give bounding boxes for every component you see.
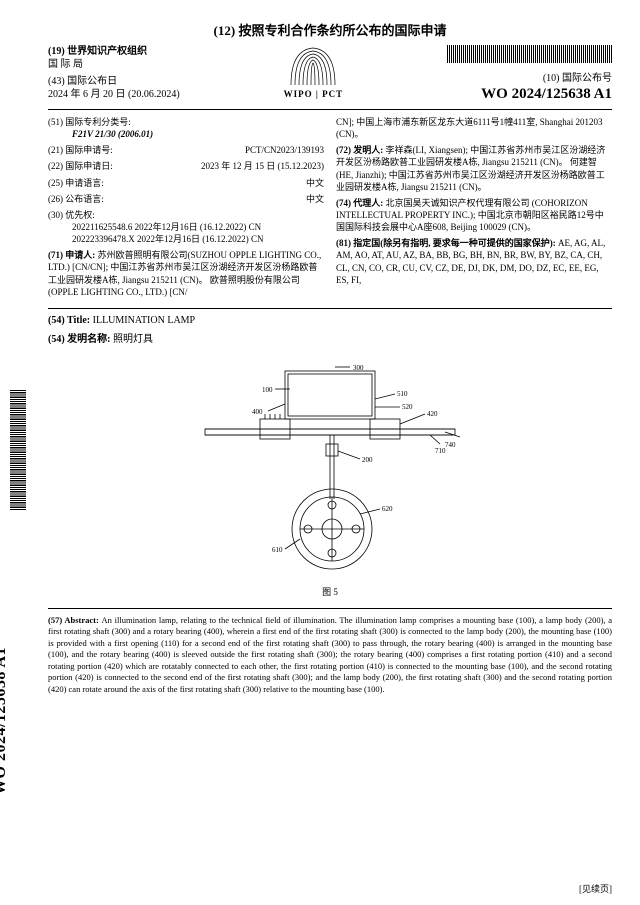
priority-2: 202223396478.X 2022年12月16日 (16.12.2022) … [48, 234, 264, 244]
ipc-label: (51) 国际专利分类号: [48, 117, 131, 127]
bureau-name: 国 际 局 [48, 58, 180, 71]
biblio-columns: (51) 国际专利分类号: F21V 21/30 (2006.01) (21) … [48, 116, 612, 302]
side-barcode-icon [10, 390, 26, 510]
inventor-field: (72) 发明人: 李祥森(LI, Xiangsen); 中国江苏省苏州市吴江区… [336, 144, 612, 193]
svg-text:300: 300 [353, 364, 364, 372]
app-num-label: (21) 国际申请号: [48, 144, 113, 156]
app-num-field: (21) 国际申请号: PCT/CN2023/139193 [48, 144, 324, 156]
doc-kind-title: (12) 按照专利合作条约所公布的国际申请 [48, 20, 612, 39]
header-left: (19) 世界知识产权组织 国 际 局 (43) 国际公布日 2024 年 6 … [48, 45, 180, 101]
pub-num-label: (10) 国际公布号 [447, 69, 612, 84]
pub-num: WO 2024/125638 A1 [447, 86, 612, 103]
svg-text:740: 740 [445, 441, 456, 449]
svg-text:710: 710 [435, 447, 446, 455]
wipo-pct-label: WIPO | PCT [284, 89, 343, 99]
barcode-icon [447, 45, 612, 63]
agent-field: (74) 代理人: 北京国昊天诚知识产权代理有限公司 (COHORIZON IN… [336, 197, 612, 233]
wipo-logo-icon [288, 45, 338, 87]
priority-1: 202211625548.6 2022年12月16日 (16.12.2022) … [48, 222, 261, 232]
svg-text:620: 620 [382, 505, 393, 513]
states-field: (81) 指定国(除另有指明, 要求每一种可提供的国家保护): AE, AG, … [336, 237, 612, 286]
title-cn: (54) 发明名称: 照明灯具 [48, 330, 612, 345]
lang-file-label: (25) 申请语言: [48, 177, 104, 189]
title-cn-label: (54) 发明名称: [48, 334, 113, 345]
header-row: (19) 世界知识产权组织 国 际 局 (43) 国际公布日 2024 年 6 … [48, 45, 612, 103]
applicant-label: (71) 申请人: [48, 250, 98, 260]
divider [48, 608, 612, 609]
pub-date-label: (43) 国际公布日 [48, 75, 180, 88]
org-name: (19) 世界知识产权组织 [48, 45, 180, 58]
svg-text:510: 510 [397, 390, 408, 398]
lang-pub-label: (26) 公布语言: [48, 193, 104, 205]
ipc-field: (51) 国际专利分类号: F21V 21/30 (2006.01) [48, 116, 324, 140]
priority-label: (30) 优先权: [48, 210, 95, 220]
header-right: (10) 国际公布号 WO 2024/125638 A1 [447, 45, 612, 103]
applicant-cont: CN]; 中国上海市浦东新区龙东大道6111号1幢411室, Shanghai … [336, 116, 612, 140]
agent-label: (74) 代理人: [336, 198, 386, 208]
ipc-value: F21V 21/30 (2006.01) [48, 129, 153, 139]
title-cn-text: 照明灯具 [113, 334, 153, 345]
lang-pub-field: (26) 公布语言: 中文 [48, 193, 324, 205]
svg-text:420: 420 [427, 410, 438, 418]
applicant-field: (71) 申请人: 苏州欧普照明有限公司(SUZHOU OPPLE LIGHTI… [48, 249, 324, 298]
left-column: (51) 国际专利分类号: F21V 21/30 (2006.01) (21) … [48, 116, 324, 302]
states-label: (81) 指定国(除另有指明, 要求每一种可提供的国家保护): [336, 238, 558, 248]
app-date-field: (22) 国际申请日: 2023 年 12 月 15 日 (15.12.2023… [48, 160, 324, 172]
side-pub-num: WO 2024/125638 A1 [0, 647, 10, 795]
figure-caption: 图 5 [48, 585, 612, 598]
figure: 300 100 400 510 520 420 740 710 200 620 … [48, 359, 612, 598]
priority-field: (30) 优先权: 202211625548.6 2022年12月16日 (16… [48, 209, 324, 245]
pub-date: 2024 年 6 月 20 日 (20.06.2024) [48, 88, 180, 101]
abstract: (57) Abstract: An illumination lamp, rel… [48, 615, 612, 695]
continued-label: [见续页] [579, 882, 612, 895]
svg-text:610: 610 [272, 546, 283, 554]
lang-pub-value: 中文 [306, 193, 324, 205]
abstract-text: An illumination lamp, relating to the te… [48, 615, 612, 694]
svg-text:400: 400 [252, 408, 263, 416]
title-en-text: ILLUMINATION LAMP [93, 315, 196, 326]
title-en: (54) Title: ILLUMINATION LAMP [48, 315, 612, 326]
svg-text:100: 100 [262, 386, 273, 394]
divider [48, 109, 612, 110]
divider [48, 308, 612, 309]
abstract-label: (57) Abstract: [48, 615, 102, 625]
svg-text:520: 520 [402, 403, 413, 411]
app-date-value: 2023 年 12 月 15 日 (15.12.2023) [201, 160, 324, 172]
inventor-label: (72) 发明人: [336, 145, 386, 155]
header-center: WIPO | PCT [284, 45, 343, 99]
app-num-value: PCT/CN2023/139193 [245, 144, 324, 156]
title-en-label: (54) Title: [48, 315, 93, 326]
patent-drawing-icon: 300 100 400 510 520 420 740 710 200 620 … [190, 359, 470, 579]
lang-file-field: (25) 申请语言: 中文 [48, 177, 324, 189]
right-column: CN]; 中国上海市浦东新区龙东大道6111号1幢411室, Shanghai … [336, 116, 612, 302]
app-date-label: (22) 国际申请日: [48, 160, 113, 172]
svg-text:200: 200 [362, 456, 373, 464]
lang-file-value: 中文 [306, 177, 324, 189]
